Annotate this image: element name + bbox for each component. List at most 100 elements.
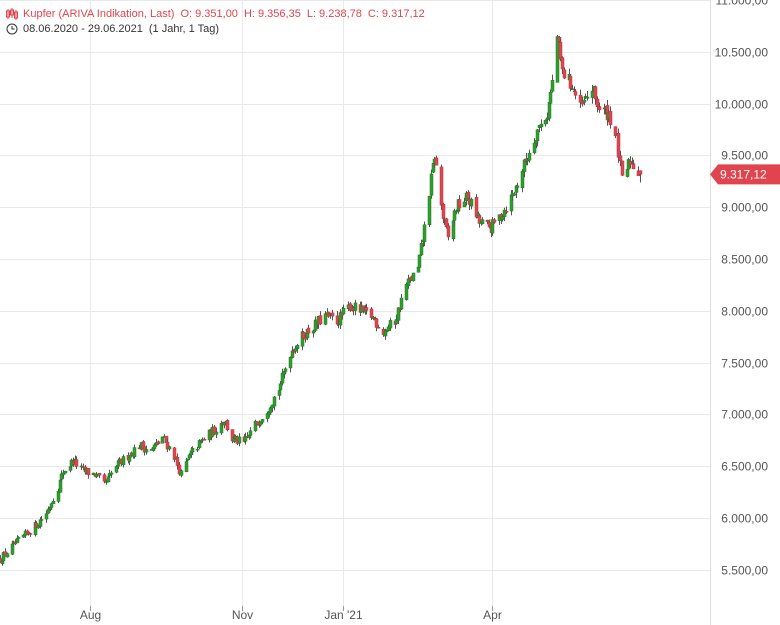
candle [474,194,479,219]
candle [457,195,462,212]
candle [202,437,207,441]
candle [260,418,265,425]
candle-body [97,472,102,476]
y-tick-label: 7.000,00 [721,408,768,422]
candle-body [429,173,434,196]
candle-body [293,348,298,352]
candle-body [311,330,316,334]
candle-body [388,320,393,329]
candle [5,552,10,558]
candle [330,309,335,321]
clock-icon [6,23,18,34]
interval: (1 Jahr, 1 Tag) [148,22,220,35]
x-tick-label: Jan '21 [324,608,363,622]
candle-body [127,456,132,462]
candle [33,520,38,537]
candle-body [441,203,446,219]
candle-body [560,57,565,70]
candle-body [527,152,532,161]
candle-body [58,479,63,493]
instrument-name: Kupfer (ARIVA Indikation, Last) [23,7,175,20]
candle [253,419,258,432]
candle-body [185,458,190,461]
candle-body [61,472,66,476]
candle [399,294,404,310]
candle-body [278,383,283,391]
candle-body [439,166,444,206]
candle-body [179,470,184,476]
candle-body [323,313,328,325]
candle [28,532,33,537]
candle [444,217,449,229]
candle-body [454,210,459,213]
candle [469,197,474,210]
candle-body [480,219,485,224]
open-value: O: 9.351,00 [180,7,238,20]
candle-body [522,159,527,172]
y-axis: 5.500,00 6.000,00 6.500,00 7.000,00 7.500,00… [710,0,769,625]
candle-body [555,36,560,83]
candle [121,454,126,468]
candle-body [558,41,563,60]
candle-body [214,431,219,435]
candle [114,465,119,474]
candle [466,190,471,201]
candle-body [152,444,157,449]
x-tick-label: Apr [483,608,502,622]
candle-body [39,519,44,521]
candle-body [597,106,602,111]
candle-body [520,170,525,189]
y-tick-label: 6.500,00 [721,460,768,474]
candle-body [283,368,288,372]
candle [578,89,583,108]
candle-body [74,459,79,467]
candle [568,74,573,92]
candle-body [46,508,51,514]
candle-body [175,457,180,466]
candle [562,67,567,80]
candle-body [184,461,189,473]
candle [550,74,555,93]
candlestick-icon [6,7,18,20]
candle-body [255,421,260,425]
candle [278,381,283,391]
candle [311,329,316,338]
candle-body [376,327,381,329]
y-tick-label: 9.500,00 [721,149,768,163]
candle-body [102,474,107,482]
candle-body [5,553,10,558]
candle-body [353,302,358,311]
candle [272,395,277,411]
candle-body [417,254,422,268]
candle-body [248,430,253,436]
candle [165,438,170,453]
candle [144,445,149,455]
candle-body [253,420,258,432]
candle-body [543,120,548,125]
candle [593,85,598,105]
candle [573,88,578,100]
y-tick-label: 11.000,00 [716,0,769,8]
candle-body [44,513,49,520]
candle-body [446,225,451,238]
candle-body [608,110,613,126]
candle [585,90,590,101]
candle-body [280,372,285,384]
candle [504,206,509,215]
candle-body [411,272,416,282]
candle-body [187,454,192,459]
candle-body [434,157,439,166]
candle [515,182,520,190]
candle-body [288,356,293,369]
candle-body [10,543,15,555]
candle-body [165,441,170,450]
y-tick-label: 10.500,00 [715,46,769,60]
candle [102,473,107,484]
candle [225,419,230,432]
candle-body [63,470,68,474]
candle [446,223,451,241]
candle [422,221,427,247]
candle [520,168,525,193]
candle-body [582,99,587,103]
